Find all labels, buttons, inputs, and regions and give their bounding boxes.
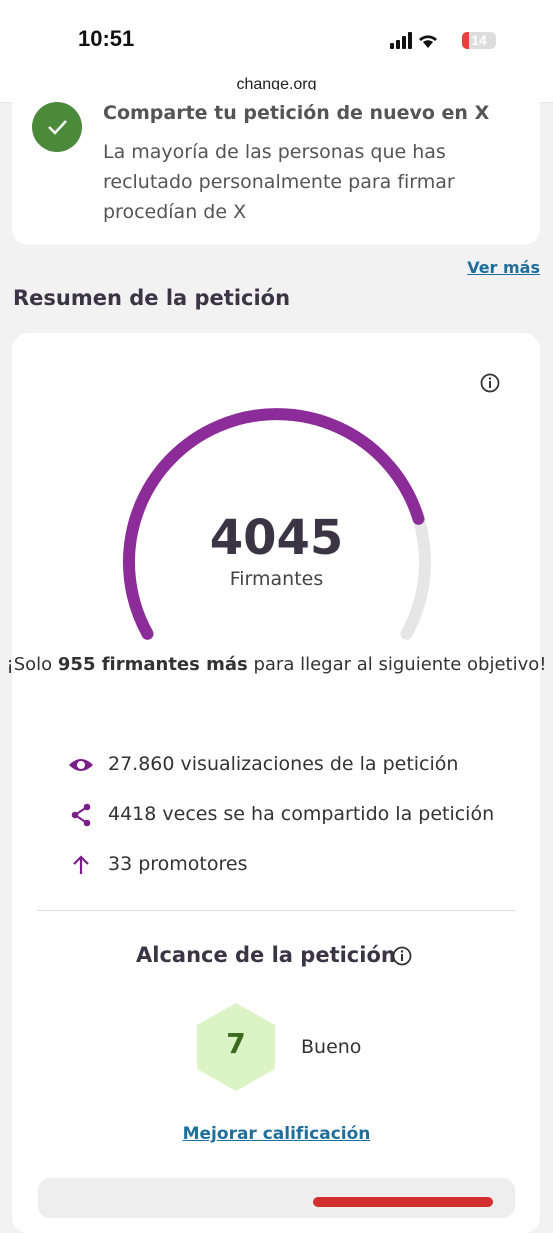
url[interactable]: change.org [236, 76, 317, 93]
reach-score: 7 [226, 1027, 246, 1060]
signer-label: Firmantes [229, 568, 324, 590]
battery-level: 14 [471, 32, 487, 48]
check-icon [32, 102, 82, 152]
signal-wifi [390, 32, 437, 49]
reach-heading: Alcance de la petición [136, 943, 396, 967]
stat-views: 27.860 visualizaciones de la petición [108, 753, 459, 775]
reach-info-icon[interactable] [391, 945, 413, 967]
battery: 14 [462, 32, 496, 49]
goal-text: ¡Solo 955 firmantes más para llegar al s… [0, 650, 553, 680]
time: 10:51 [78, 26, 135, 51]
summary-heading: Resumen de la petición [13, 286, 291, 310]
score-hexagon [197, 1003, 275, 1091]
goal-suffix: para llegar al siguiente objetivo! [253, 654, 547, 675]
summary-card [12, 333, 540, 1233]
card-body: La mayoría de las personas que has reclu… [103, 141, 455, 223]
bottom-button[interactable] [313, 1197, 493, 1207]
reach-rating: Bueno [301, 1036, 362, 1058]
card-title: Comparte tu petición de nuevo en X [103, 102, 490, 124]
stat-icons [69, 759, 93, 874]
stat-promoters: 33 promotores [108, 853, 248, 875]
goal-prefix: ¡Solo [6, 654, 53, 675]
stat-shares: 4418 veces se ha compartido la petición [108, 803, 495, 825]
progress-gauge [123, 408, 431, 640]
signer-count: 4045 [209, 510, 344, 566]
divider [37, 910, 516, 911]
improve-link[interactable]: Mejorar calificación [182, 1124, 371, 1144]
info-icon[interactable] [479, 372, 501, 394]
goal-remaining: 955 firmantes más [57, 654, 248, 675]
suggestion-card [12, 90, 540, 245]
status-bar [0, 0, 553, 103]
see-more-link[interactable]: Ver más [467, 258, 540, 277]
